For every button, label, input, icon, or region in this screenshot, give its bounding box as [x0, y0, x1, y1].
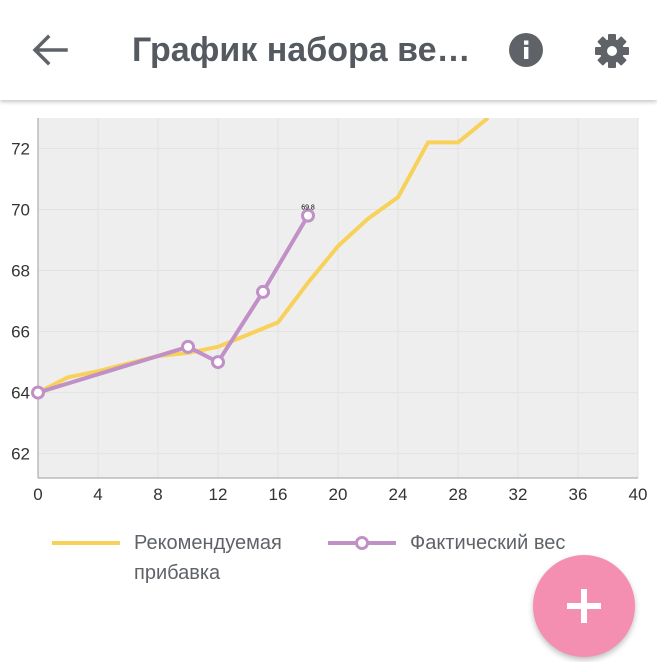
legend-swatch-actual: [328, 536, 396, 550]
series-line-0: [38, 118, 490, 395]
x-tick-label: 4: [93, 485, 102, 504]
y-tick-label: 70: [11, 201, 30, 220]
add-icon: [567, 589, 601, 623]
legend-swatch-recommended: [52, 541, 120, 545]
x-tick-label: 16: [269, 485, 288, 504]
x-tick-label: 36: [569, 485, 588, 504]
info-icon: [509, 33, 543, 67]
legend-label-recommended: Рекомендуемая прибавка: [134, 532, 282, 584]
x-tick-label: 28: [449, 485, 468, 504]
chart-legend: Рекомендуемая прибавка Фактический вес: [0, 520, 657, 600]
y-tick-label: 62: [11, 445, 30, 464]
x-tick-label: 40: [629, 485, 648, 504]
app-bar: График набора ве…: [0, 0, 657, 100]
weight-chart: 0 4 8 12 16 20 24 28 32 36 40 62 64 66 68 70 72 69.8: [0, 100, 657, 520]
legend-item-actual: Фактический вес: [328, 528, 565, 558]
legend-label-actual: Фактический вес: [410, 532, 566, 554]
data-label: 69.8: [301, 205, 315, 212]
page-title: График набора ве…: [132, 31, 471, 69]
add-entry-fab[interactable]: [533, 555, 635, 657]
y-tick-label: 64: [11, 384, 30, 403]
y-tick-label: 68: [11, 262, 30, 281]
x-tick-label: 12: [209, 485, 228, 504]
data-point-marker: [181, 339, 195, 354]
x-tick-label: 32: [509, 485, 528, 504]
data-point-marker: [256, 284, 270, 299]
legend-item-recommended: Рекомендуемая прибавка: [52, 528, 282, 588]
weight-chart-svg: 0 4 8 12 16 20 24 28 32 36 40 62 64 66 68 70 72 69.8: [11, 118, 648, 504]
arrow-left-icon: [32, 34, 68, 66]
y-tick-label: 72: [11, 140, 30, 159]
data-point-marker: [301, 208, 315, 223]
x-tick-label: 20: [329, 485, 348, 504]
info-button[interactable]: [506, 30, 546, 70]
gear-icon: [595, 34, 629, 68]
x-tick-label: 0: [33, 485, 42, 504]
y-tick-label: 66: [11, 323, 30, 342]
settings-button[interactable]: [591, 30, 633, 72]
back-button[interactable]: [26, 28, 74, 72]
data-point-marker: [31, 385, 45, 400]
x-tick-label: 8: [153, 485, 162, 504]
data-point-marker: [211, 355, 225, 370]
x-tick-label: 24: [389, 485, 408, 504]
